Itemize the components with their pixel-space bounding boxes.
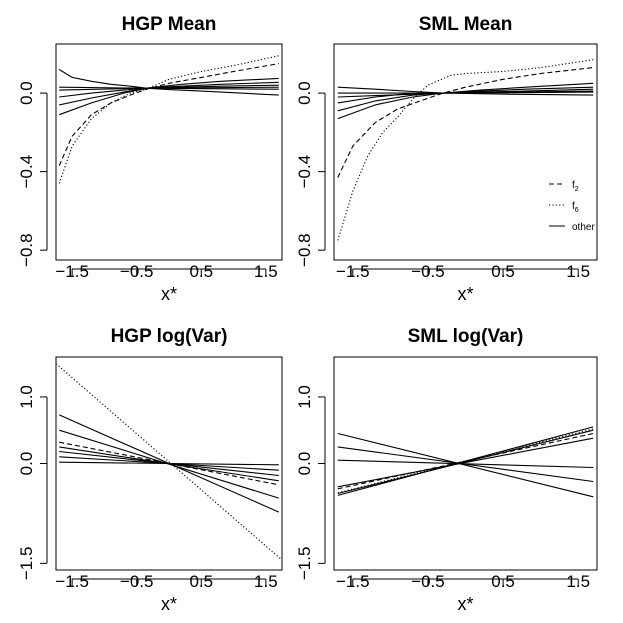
series-group (56, 363, 282, 561)
y-tick-label: −0.8 (17, 233, 36, 267)
series-group (337, 59, 594, 241)
plot-frame (333, 43, 598, 261)
x-tick-label: −1.5 (336, 262, 370, 281)
y-tick-label: 0.0 (295, 452, 314, 476)
series-line-other (337, 86, 594, 96)
y-tick-label: −0.8 (295, 233, 314, 267)
y-tick-label: −0.4 (295, 155, 314, 189)
x-tick-label: 0.5 (491, 572, 515, 591)
x-tick-label: −0.5 (120, 262, 154, 281)
y-tick-label: −1.5 (17, 547, 36, 581)
x-axis-label: x* (161, 284, 177, 304)
x-tick-label: 1.5 (566, 262, 590, 281)
series-line-other (58, 69, 279, 96)
x-axis-label: x* (161, 594, 177, 614)
series-line-other (337, 459, 594, 469)
chart-title: HGP log(Var) (111, 326, 228, 347)
series-line-f2 (58, 63, 279, 166)
series-group (337, 426, 594, 498)
series-line-f2 (337, 67, 594, 178)
series-line-other (337, 91, 594, 98)
x-tick-label: 1.5 (254, 572, 278, 591)
chart-title: SML Mean (419, 14, 513, 35)
x-tick-label: −1.5 (55, 572, 89, 591)
x-tick-label: −0.5 (411, 572, 445, 591)
y-tick-label: 0.0 (17, 81, 36, 105)
legend: f2 f6 other (549, 180, 595, 233)
y-tick-label: 0.0 (295, 81, 314, 105)
y-tick-label: 1.0 (295, 385, 314, 409)
x-tick-label: −0.5 (120, 572, 154, 591)
series-line-other (337, 429, 594, 495)
panel-3: HGP log(Var) −1.5 −0.5 0.5 1.5 1.0 0.0 −1.5 x* (17, 326, 283, 614)
chart-title: HGP Mean (122, 14, 217, 35)
plot-frame (55, 43, 283, 261)
chart-title: SML log(Var) (408, 326, 524, 347)
y-tick-label: 1.0 (17, 385, 36, 409)
panel-2: SML Mean −1.5 −0.5 0.5 1.5 0.0 −0.4 −0.8 x* f2 f6 o… (295, 14, 598, 304)
plot-frame (55, 356, 283, 571)
plot-frame (333, 356, 598, 571)
x-tick-label: 0.5 (189, 572, 213, 591)
x-axis-label: x* (457, 594, 473, 614)
series-line-other (59, 86, 279, 91)
legend-label: f2 (572, 180, 579, 193)
series-group (58, 55, 279, 184)
x-axis-label: x* (457, 284, 473, 304)
series-line-other (337, 426, 594, 496)
series-line-other (59, 461, 279, 466)
series-line-other (337, 432, 594, 498)
series-line-f2 (59, 441, 279, 486)
panel-1: HGP Mean −1.5 −0.5 0.5 1.5 0.0 −0.4 −0.8 x* (17, 14, 283, 304)
x-tick-label: −1.5 (336, 572, 370, 591)
series-line-f6 (56, 363, 282, 561)
legend-label: other (572, 222, 595, 233)
x-tick-label: 1.5 (566, 572, 590, 591)
y-tick-label: −1.5 (295, 547, 314, 581)
panel-4: SML log(Var) −1.5 −0.5 0.5 1.5 1.0 0.0 −1.5 x* (295, 326, 598, 614)
series-line-f6 (58, 55, 279, 184)
y-tick-label: 0.0 (17, 452, 36, 476)
x-tick-label: −0.5 (411, 262, 445, 281)
x-tick-label: 0.5 (491, 262, 515, 281)
x-tick-label: −1.5 (55, 262, 89, 281)
x-tick-label: 1.5 (254, 262, 278, 281)
x-tick-label: 0.5 (189, 262, 213, 281)
legend-label: f6 (572, 201, 579, 214)
series-line-other (337, 437, 594, 488)
y-tick-label: −0.4 (17, 155, 36, 189)
